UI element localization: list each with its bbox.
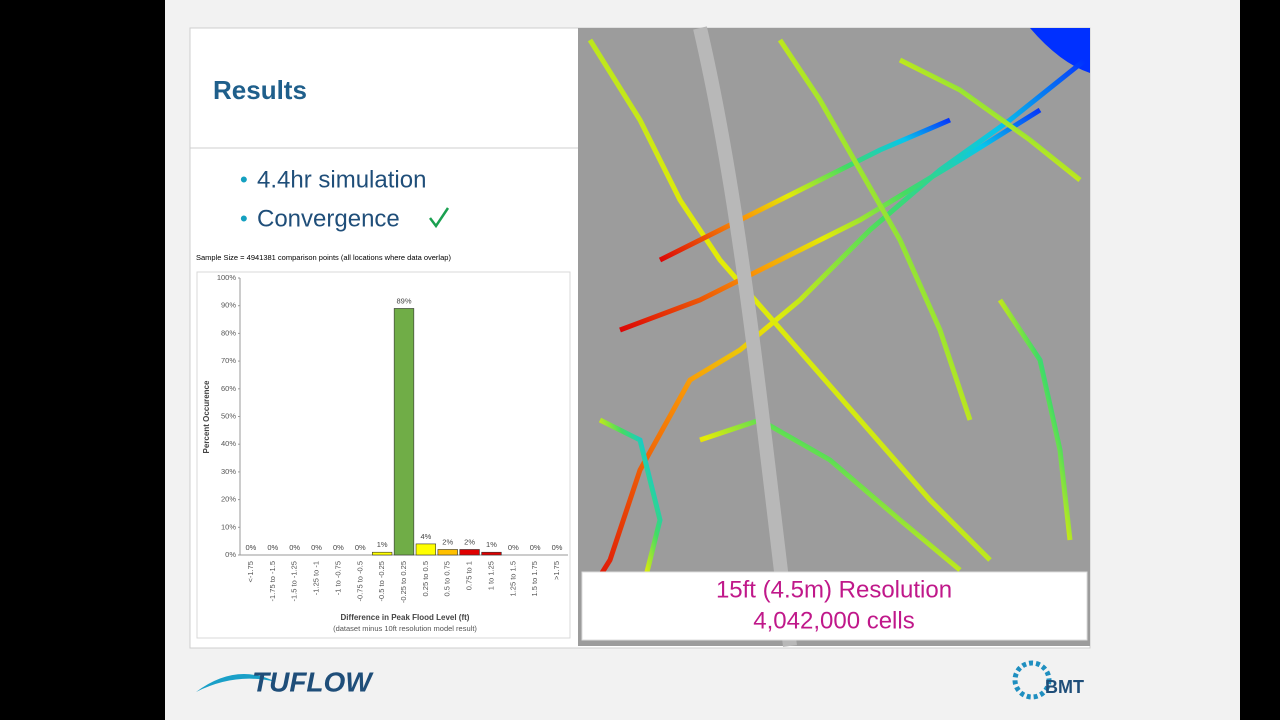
tuflow-wave: [196, 674, 276, 692]
value-label: 0%: [333, 543, 344, 552]
x-tick-label: >1.75: [552, 561, 561, 580]
x-axis-subtitle: (dataset minus 10ft resolution model res…: [333, 624, 477, 633]
bar: [371, 551, 393, 556]
x-tick-label: -1 to -0.75: [333, 561, 342, 595]
y-axis-title: Percent Occurence: [202, 380, 211, 453]
value-label: 0%: [355, 543, 366, 552]
y-tick-label: 40%: [221, 439, 236, 448]
x-tick-label: 0.75 to 1: [465, 561, 474, 590]
bullet-dot: •: [240, 167, 248, 192]
chart: 0% 10% 20% 30% 40% 50% 60% 70% 80% 90% 100% <-1.75 0…: [217, 273, 568, 603]
map-caption: 15ft (4.5m) Resolution: [716, 576, 952, 603]
x-tick-label: 1 to 1.25: [486, 561, 495, 590]
value-label: 0%: [508, 543, 519, 552]
x-axis-title: Difference in Peak Flood Level (ft): [341, 613, 470, 622]
y-tick-label: 20%: [221, 495, 236, 504]
value-label: 4%: [420, 532, 431, 541]
x-tick-label: <-1.75: [246, 561, 255, 582]
bar: [415, 543, 437, 556]
value-label: 0%: [530, 543, 541, 552]
value-label: 0%: [267, 543, 278, 552]
value-label: 2%: [442, 537, 453, 546]
logo-text: TUFLOW: [252, 666, 374, 697]
chart-frame: [196, 271, 571, 639]
bar: [437, 549, 458, 556]
y-tick-label: 90%: [221, 301, 236, 310]
y-tick-label: 80%: [221, 328, 236, 337]
bullet-dot: •: [240, 206, 248, 231]
x-tick-label: 0.5 to 0.75: [443, 561, 452, 596]
y-tick-label: 70%: [221, 356, 236, 365]
bullet: Convergence: [257, 205, 400, 232]
y-tick-label: 0%: [225, 550, 236, 559]
check-icon: [429, 207, 450, 229]
x-tick-label: -1.25 to -1: [312, 561, 321, 595]
value-label: 0%: [311, 543, 322, 552]
x-tick-label: -0.75 to -0.5: [355, 561, 364, 601]
y-tick-label: 100%: [217, 273, 237, 282]
bar: [393, 308, 415, 556]
value-label: 0%: [246, 543, 257, 552]
bar: [481, 551, 502, 556]
y-tick-label: 10%: [221, 522, 236, 531]
y-tick-label: 50%: [221, 411, 236, 420]
x-tick-label: -1.75 to -1.5: [268, 561, 277, 601]
value-label: 2%: [464, 537, 475, 546]
x-tick-label: -1.5 to -1.25: [290, 561, 299, 601]
bar: [459, 549, 480, 556]
x-tick-label: -0.5 to -0.25: [377, 561, 386, 601]
bullet: 4.4hr simulation: [257, 166, 426, 193]
y-tick-label: 60%: [221, 384, 236, 393]
value-label: 0%: [552, 543, 563, 552]
slide-title: Results: [213, 75, 307, 105]
value-label: 1%: [486, 540, 497, 549]
map-caption: 4,042,000 cells: [753, 607, 914, 634]
map: [578, 26, 1090, 647]
value-label: 1%: [377, 540, 388, 549]
bmt-icon: [1012, 660, 1052, 700]
x-tick-label: 0.25 to 0.5: [421, 561, 430, 596]
y-tick-label: 30%: [221, 467, 236, 476]
value-label: 0%: [289, 543, 300, 552]
logo-text: BMT: [1045, 677, 1084, 697]
chart-title: Sample Size = 4941381 comparison points …: [196, 253, 451, 262]
x-tick-label: 1.25 to 1.5: [508, 561, 517, 596]
value-label: 89%: [396, 296, 411, 305]
x-tick-label: 1.5 to 1.75: [530, 561, 539, 596]
x-tick-label: -0.25 to 0.25: [399, 561, 408, 603]
